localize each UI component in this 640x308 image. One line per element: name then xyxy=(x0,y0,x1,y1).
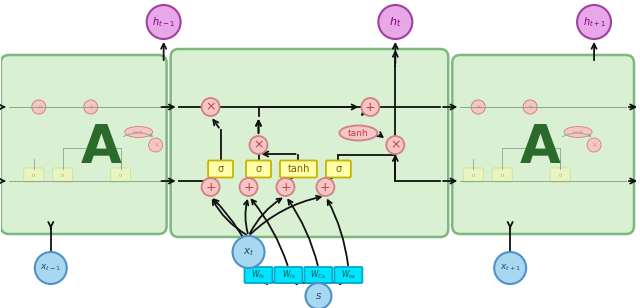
Text: ×: × xyxy=(205,100,216,114)
Text: ×: × xyxy=(153,142,159,148)
Circle shape xyxy=(32,100,46,114)
Text: $x_{t-1}$: $x_{t-1}$ xyxy=(40,263,61,273)
FancyBboxPatch shape xyxy=(24,168,44,182)
FancyBboxPatch shape xyxy=(244,267,273,283)
Text: $x_t$: $x_t$ xyxy=(243,246,254,258)
Ellipse shape xyxy=(125,127,153,137)
Text: $W_{ls}$: $W_{ls}$ xyxy=(282,269,295,281)
Text: σ: σ xyxy=(255,164,262,174)
Text: σ: σ xyxy=(119,172,122,177)
Circle shape xyxy=(577,5,611,39)
Circle shape xyxy=(202,178,220,196)
Text: A: A xyxy=(80,122,121,174)
Circle shape xyxy=(523,100,537,114)
Circle shape xyxy=(587,138,601,152)
Circle shape xyxy=(239,178,257,196)
Circle shape xyxy=(276,178,294,196)
Text: ×: × xyxy=(36,104,42,110)
Circle shape xyxy=(316,178,335,196)
Text: σ: σ xyxy=(472,172,475,177)
Text: +: + xyxy=(365,100,376,114)
Text: $W_{Cs}$: $W_{Cs}$ xyxy=(310,269,326,281)
Circle shape xyxy=(471,100,485,114)
Text: A: A xyxy=(520,122,561,174)
FancyBboxPatch shape xyxy=(1,55,166,234)
FancyBboxPatch shape xyxy=(463,168,483,182)
Text: tanh: tanh xyxy=(133,129,144,135)
Circle shape xyxy=(378,5,412,39)
Text: σ: σ xyxy=(559,172,562,177)
FancyBboxPatch shape xyxy=(246,160,271,177)
Text: $h_{t+1}$: $h_{t+1}$ xyxy=(582,15,605,29)
Text: ×: × xyxy=(390,139,401,152)
FancyBboxPatch shape xyxy=(452,55,634,234)
Text: +: + xyxy=(527,104,533,110)
Text: $h_{t-1}$: $h_{t-1}$ xyxy=(152,15,175,29)
Circle shape xyxy=(84,100,98,114)
FancyBboxPatch shape xyxy=(305,267,332,283)
Circle shape xyxy=(362,98,380,116)
Circle shape xyxy=(232,236,264,268)
FancyBboxPatch shape xyxy=(280,160,317,177)
Text: tanh: tanh xyxy=(348,128,369,137)
FancyBboxPatch shape xyxy=(52,168,73,182)
Circle shape xyxy=(305,283,332,308)
Text: $W_{os}$: $W_{os}$ xyxy=(340,269,356,281)
Ellipse shape xyxy=(564,127,592,137)
Circle shape xyxy=(202,98,220,116)
Text: $x_{t+1}$: $x_{t+1}$ xyxy=(500,263,521,273)
FancyBboxPatch shape xyxy=(111,168,131,182)
FancyBboxPatch shape xyxy=(275,267,303,283)
Text: σ: σ xyxy=(500,172,504,177)
Text: +: + xyxy=(88,104,93,110)
Text: +: + xyxy=(280,180,291,193)
Circle shape xyxy=(250,136,268,154)
Text: +: + xyxy=(205,180,216,193)
Text: tanh: tanh xyxy=(572,129,584,135)
FancyBboxPatch shape xyxy=(208,160,233,177)
FancyBboxPatch shape xyxy=(492,168,512,182)
Text: $h_t$: $h_t$ xyxy=(389,15,401,29)
Text: σ: σ xyxy=(218,164,223,174)
Circle shape xyxy=(35,252,67,284)
Text: $W_{fs}$: $W_{fs}$ xyxy=(252,269,266,281)
Ellipse shape xyxy=(339,125,378,140)
FancyBboxPatch shape xyxy=(171,49,448,237)
Text: ×: × xyxy=(253,139,264,152)
Text: σ: σ xyxy=(32,172,35,177)
Text: ×: × xyxy=(591,142,597,148)
Circle shape xyxy=(494,252,526,284)
Text: $s$: $s$ xyxy=(315,291,322,301)
Text: σ: σ xyxy=(335,164,342,174)
FancyBboxPatch shape xyxy=(326,160,351,177)
Text: ×: × xyxy=(476,104,481,110)
FancyBboxPatch shape xyxy=(550,168,570,182)
Circle shape xyxy=(387,136,404,154)
Circle shape xyxy=(147,5,180,39)
Text: +: + xyxy=(320,180,331,193)
Circle shape xyxy=(148,138,163,152)
FancyBboxPatch shape xyxy=(335,267,362,283)
Text: tanh: tanh xyxy=(287,164,310,174)
Text: +: + xyxy=(243,180,254,193)
Text: σ: σ xyxy=(61,172,65,177)
